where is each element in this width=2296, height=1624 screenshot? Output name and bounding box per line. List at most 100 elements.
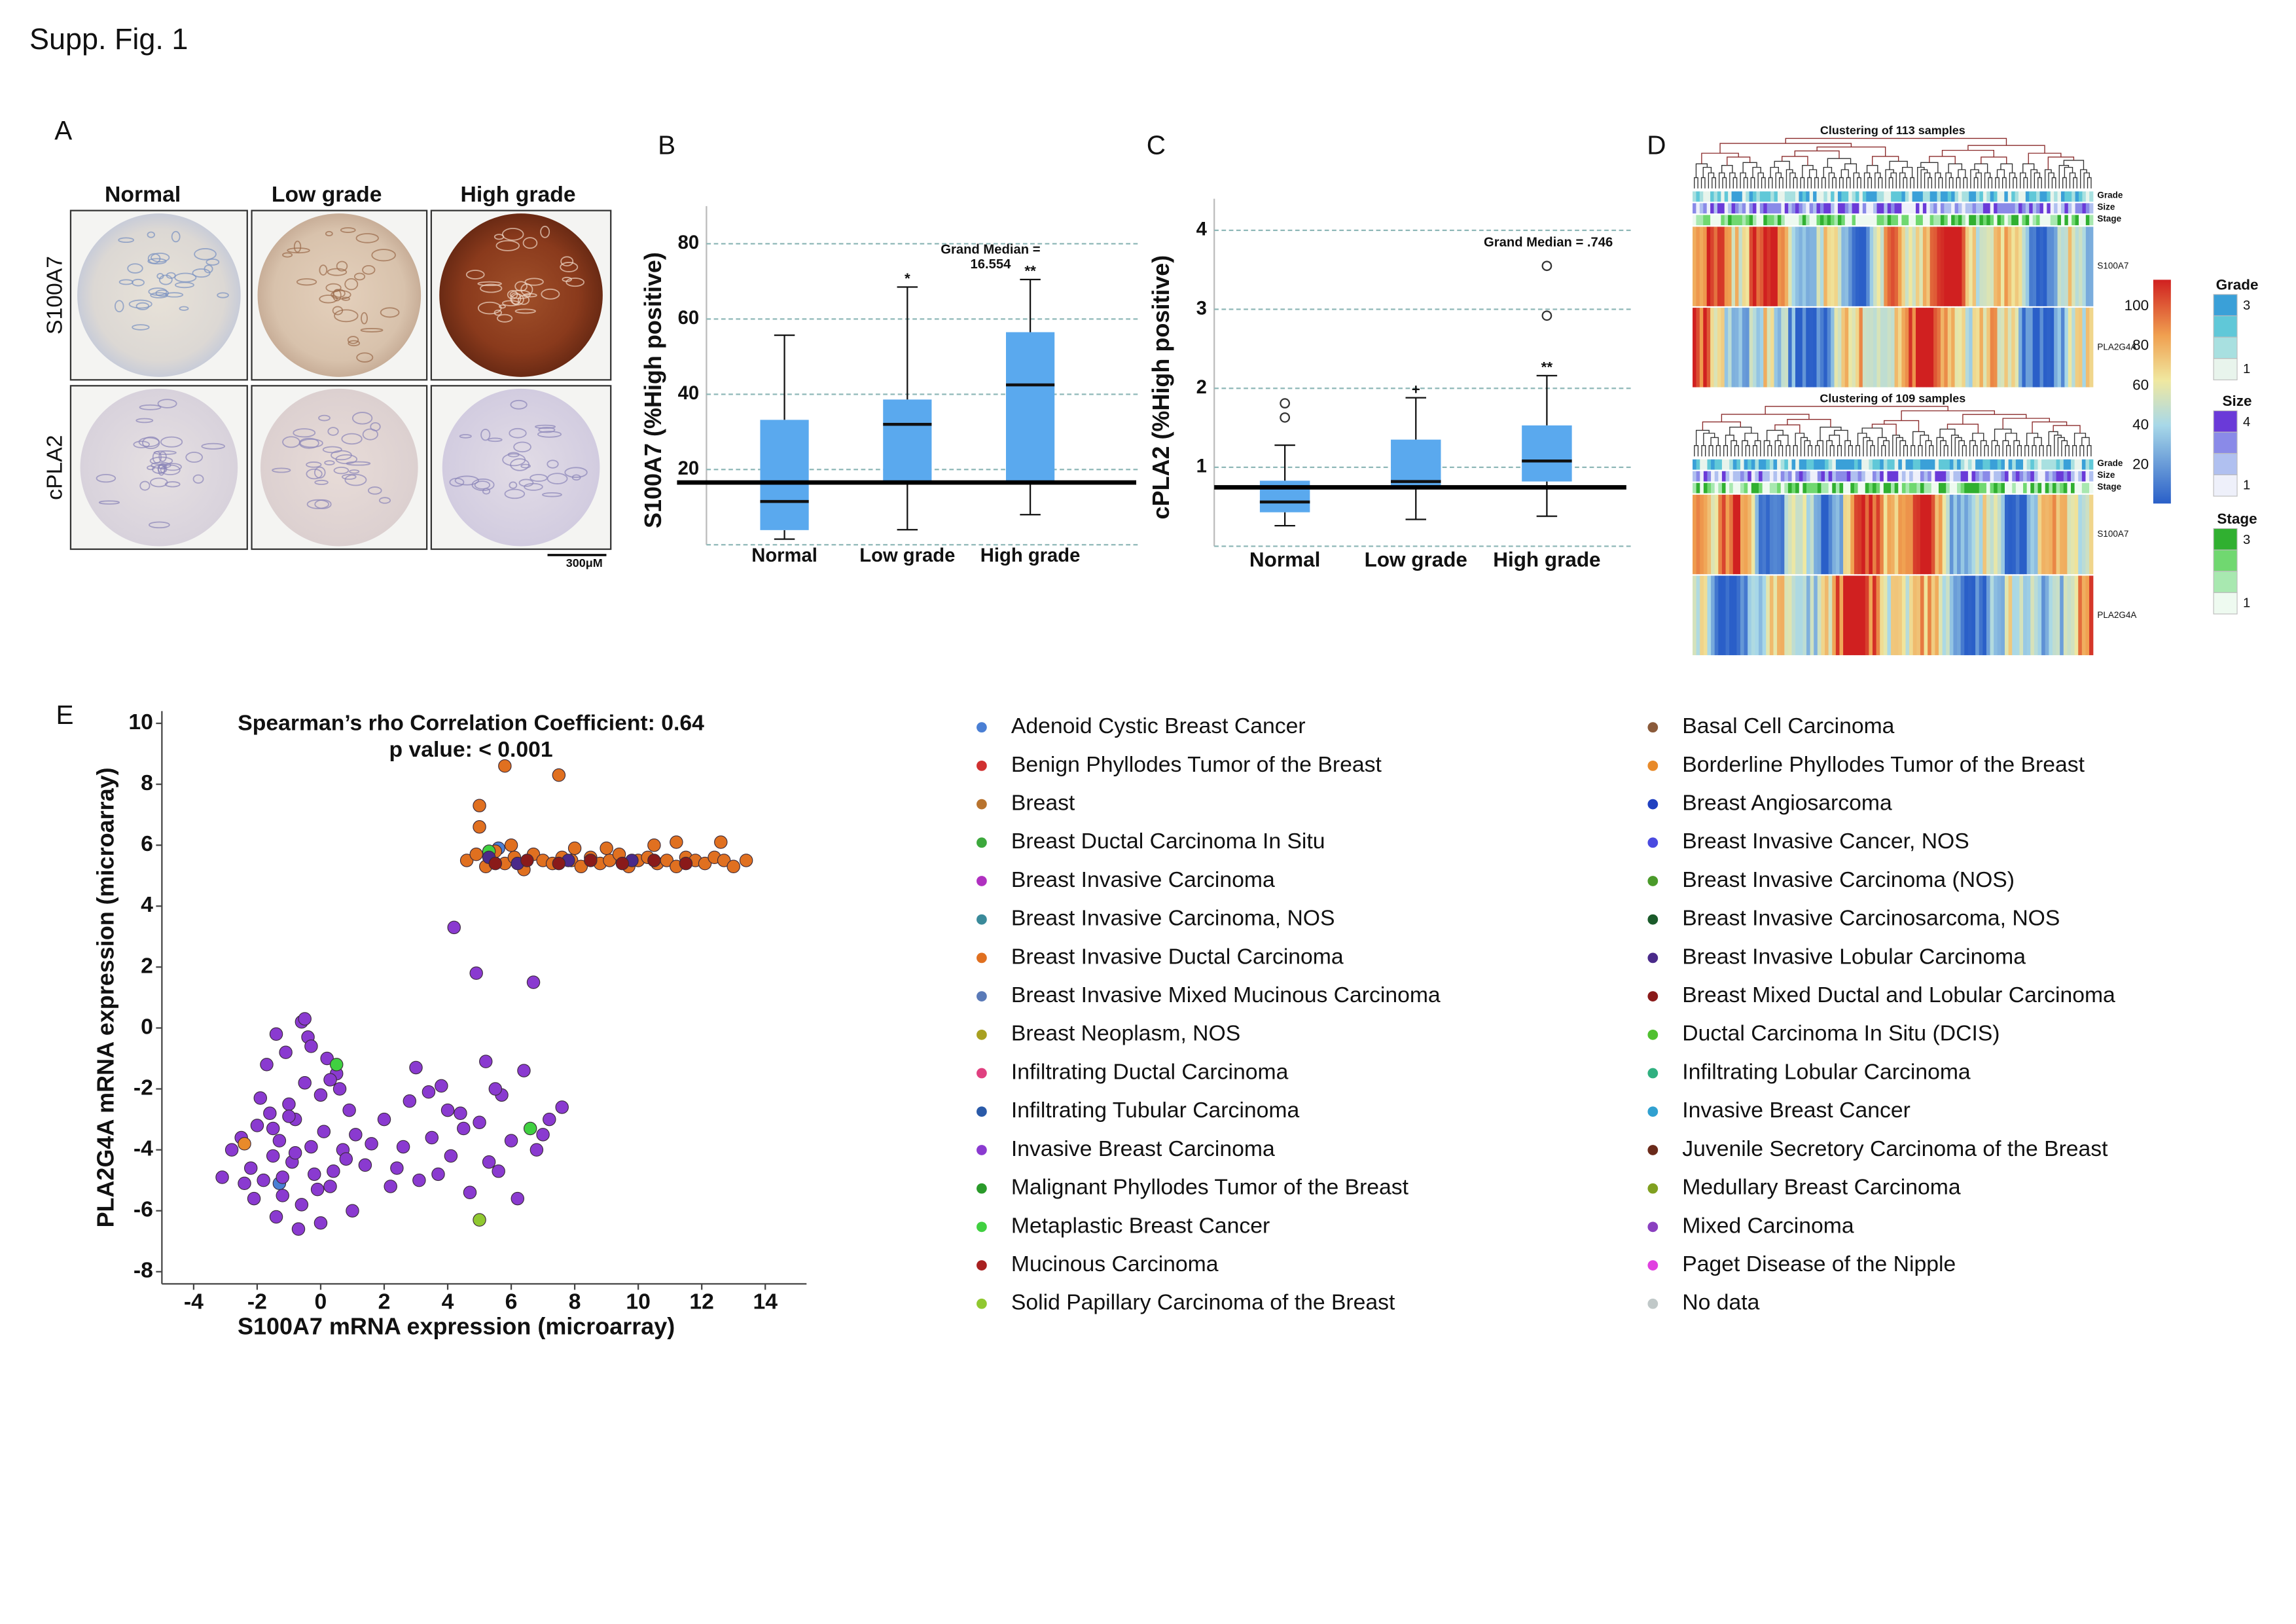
scatter-point <box>739 854 753 867</box>
heatmap-cell <box>1894 226 1899 306</box>
dendrogram-branch <box>1840 169 1849 178</box>
x-tick-label: Low grade <box>1365 548 1467 571</box>
dendrogram-branch <box>1763 440 1770 457</box>
heatmap-cell <box>1784 494 1789 575</box>
annotation-cell <box>1762 471 1767 482</box>
annotation-cell <box>2012 482 2017 494</box>
heatmap-cell <box>1828 494 1833 575</box>
annotation-cell <box>1814 482 1818 494</box>
heatmap-cell <box>1755 575 1759 655</box>
annotation-cell <box>1898 482 1903 494</box>
annotation-cell <box>1919 215 1924 226</box>
annotation-cell <box>1905 215 1909 226</box>
dendrogram-branch <box>1782 156 1808 166</box>
dendrogram-branch <box>2061 440 2068 457</box>
heatmap-cell <box>1897 226 1903 306</box>
annotation-cell <box>1813 191 1818 202</box>
annotation-cell <box>2047 215 2051 226</box>
dendrogram-branch <box>1793 445 1798 457</box>
heatmap-cell <box>1873 226 1878 306</box>
annotation-cell <box>1756 203 1761 214</box>
annotation-cell <box>1967 471 1973 482</box>
tissue-texture <box>477 301 502 315</box>
legend-label: 3 <box>2243 533 2250 547</box>
heatmap-cell <box>2015 494 2020 575</box>
track-label: Stage <box>2097 214 2121 224</box>
dendrogram-branch <box>1774 440 1782 457</box>
scatter-point <box>269 1210 283 1224</box>
annotation-cell <box>1749 191 1753 202</box>
heatmap-cell <box>1791 226 1796 306</box>
heatmap-cell <box>1742 226 1746 306</box>
scatter-point <box>463 1185 477 1200</box>
annotation-cell <box>1844 215 1849 226</box>
heatmap-cell <box>1909 308 1913 388</box>
annotation-cell <box>1703 203 1708 214</box>
legend-swatch <box>2213 571 2238 593</box>
annotation-cell <box>1825 482 1829 494</box>
tissue-texture <box>192 474 204 484</box>
annotation-cell <box>1802 215 1806 226</box>
annotation-cell <box>1898 459 1903 470</box>
annotation-cell <box>1964 459 1969 470</box>
annotation-cell <box>2025 191 2030 202</box>
annotation-cell <box>1732 471 1738 482</box>
y-tick-label: -8 <box>134 1258 153 1283</box>
annotation-cell <box>1880 191 1884 202</box>
annotation-cell <box>1773 482 1778 494</box>
heatmap-cell <box>1724 308 1729 388</box>
heatmap-cell <box>1762 575 1767 655</box>
tissue-texture <box>565 278 584 287</box>
heatmap-cell <box>1696 226 1700 306</box>
legend-label: No data <box>1682 1290 1759 1315</box>
annotation-cell <box>2034 459 2039 470</box>
heatmap-cell <box>1905 308 1909 388</box>
annotation-cell <box>2008 471 2013 482</box>
heatmap-cell <box>1916 575 1921 655</box>
tissue-texture <box>449 477 465 487</box>
scatter-point <box>349 1128 363 1142</box>
annotation-cell <box>1773 471 1778 482</box>
tissue-texture <box>150 292 168 298</box>
dendrogram-branch <box>1881 445 1886 457</box>
heatmap-cell <box>1831 308 1835 388</box>
dendrogram-branch <box>2083 172 2090 189</box>
annotation-cell <box>2056 471 2060 482</box>
heatmap-cell <box>2060 308 2066 388</box>
annotation-cell <box>1767 203 1771 214</box>
tissue-texture <box>547 460 559 469</box>
dendrogram-branch <box>2072 445 2077 457</box>
heatmap-cell <box>1926 308 1931 388</box>
heatmap-cell <box>1986 226 1991 306</box>
annotation-cell <box>1834 203 1839 214</box>
heatmap-cell <box>1839 494 1844 575</box>
annotation-cell <box>1994 459 1998 470</box>
annotation-cell <box>1909 459 1914 470</box>
heatmap-cell <box>2057 308 2062 388</box>
annotation-cell <box>2089 191 2094 202</box>
annotation-cell <box>1905 471 1910 482</box>
annotation-cell <box>2000 215 2005 226</box>
annotation-cell <box>1909 191 1913 202</box>
tissue-texture <box>541 492 562 497</box>
annotation-cell <box>1762 482 1767 494</box>
annotation-cell <box>1976 203 1981 214</box>
dendrogram-branch <box>1872 156 1899 166</box>
dendrogram-branch <box>1973 177 1979 189</box>
heatmap-cell <box>1929 308 1934 388</box>
annotation-cell <box>1756 191 1761 202</box>
annotation-cell <box>1857 459 1862 470</box>
annotation-cell <box>1728 215 1732 226</box>
dendrogram-branch <box>1700 177 1706 189</box>
annotation-cell <box>1859 191 1863 202</box>
annotation-cell <box>1703 471 1708 482</box>
annotation-cell <box>1954 215 1959 226</box>
heatmap-cell <box>1799 494 1804 575</box>
dendrogram-branch <box>2073 433 2087 446</box>
annotation-cell <box>1835 471 1840 482</box>
heatmap-cell <box>1759 575 1763 655</box>
y-tick-label: 20 <box>678 458 700 479</box>
annotation-cell <box>1806 191 1810 202</box>
tissue-texture <box>560 256 574 266</box>
annotation-cell <box>1965 191 1969 202</box>
